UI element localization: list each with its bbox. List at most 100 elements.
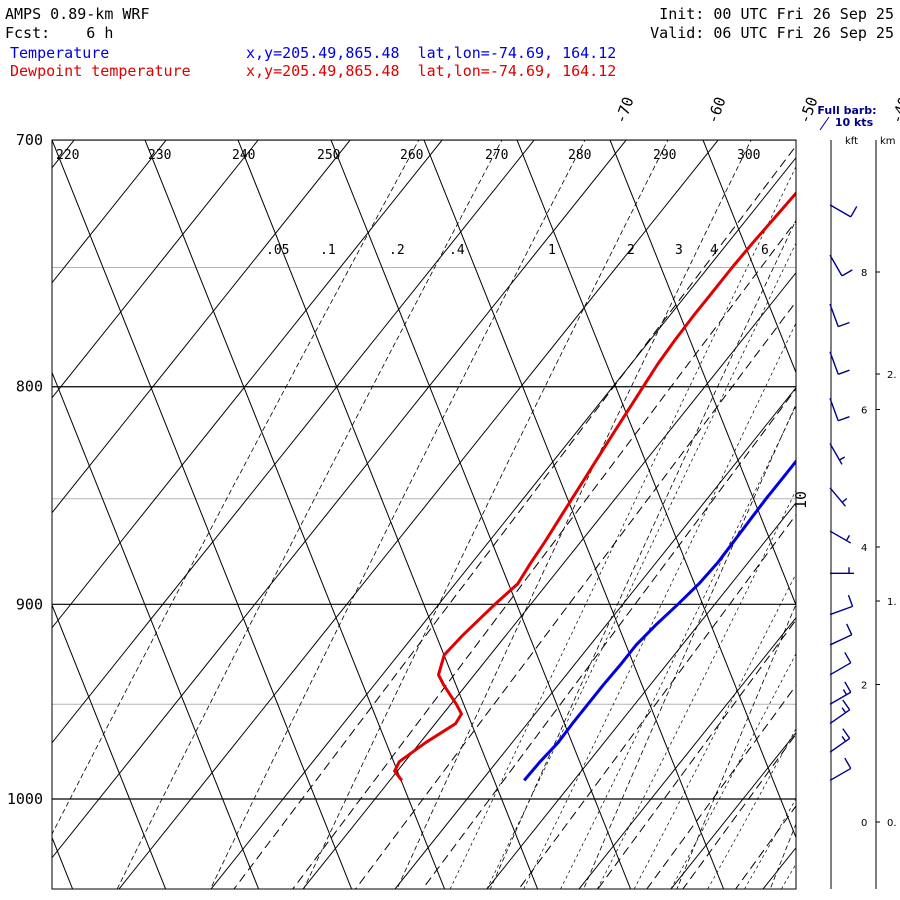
moist-adiabat — [744, 797, 796, 889]
barb-key-barb — [819, 116, 830, 131]
height-kft-tick-label: 8 — [861, 268, 867, 279]
wind-barb-flag — [837, 369, 850, 375]
legend-temperature-xy: x,y=205.49,865.48 — [246, 44, 400, 62]
skew-reference-line — [516, 140, 796, 839]
dry-adiabat — [396, 140, 752, 889]
dry-adiabat — [303, 140, 669, 889]
wind-barb-flag — [837, 416, 850, 422]
moist-adiabat — [707, 727, 796, 889]
wind-barb-shaft — [829, 254, 843, 277]
skew-reference-line — [330, 140, 632, 889]
theta-label: 230 — [148, 148, 171, 163]
skew-reference-line — [52, 603, 167, 889]
legend-dewpoint-xy: x,y=205.49,865.48 — [246, 62, 400, 80]
theta-label: 270 — [485, 148, 508, 163]
wind-barb-shaft — [829, 443, 843, 465]
isotherm — [52, 140, 75, 169]
wind-barb-half-flag — [841, 707, 847, 714]
wind-barb-half-flag — [839, 456, 846, 461]
theta-label: 250 — [317, 148, 340, 163]
barb-key-title: Full barb: — [817, 104, 876, 117]
valid-label: Valid: — [650, 24, 705, 42]
wind-barb-shaft — [829, 634, 853, 646]
mixing-ratio-label: 1 — [548, 243, 556, 258]
height-km-tick-label: 2. — [887, 370, 897, 381]
wind-barb-shaft — [829, 397, 839, 422]
isotherm — [302, 271, 796, 889]
moist-adiabat — [596, 489, 796, 889]
isotherm — [52, 140, 167, 284]
skew-reference-line — [702, 140, 796, 374]
forecast-line: Fcst: 6 h — [5, 24, 113, 42]
isotherm — [486, 501, 796, 889]
mixing-ratio-label: .2 — [389, 243, 405, 258]
model-title: AMPS 0.89-km WRF — [5, 5, 150, 23]
legend-dewpoint-name: Dewpoint temperature — [10, 62, 191, 80]
valid-line: Valid: 06 UTC Fri 26 Sep 25 — [650, 24, 894, 42]
plot-frame — [51, 139, 797, 890]
dry-adiabat — [116, 140, 503, 889]
mixing-ratio-line — [597, 618, 796, 889]
dry-adiabat — [489, 219, 796, 889]
mixing-ratio-line — [354, 300, 796, 889]
legend-dewpoint-coords: x,y=205.49,865.48 lat,lon=-74.69, 164.12 — [246, 62, 616, 80]
mixing-ratio-label: 6 — [761, 243, 769, 258]
wind-barb-shaft — [829, 709, 851, 725]
moist-adiabat — [670, 652, 796, 889]
isotherm — [52, 140, 259, 399]
pressure-tick-label: 900 — [16, 595, 43, 613]
wind-barb-flag — [846, 623, 853, 636]
wind-barb-flag — [844, 757, 852, 769]
height-kft-label: kft — [845, 136, 858, 147]
valid-value: 06 UTC Fri 26 Sep 25 — [713, 24, 894, 42]
wind-barb-shaft — [829, 662, 852, 676]
wind-barb-shaft — [829, 605, 853, 616]
dry-adiabat — [52, 140, 420, 835]
mixing-ratio-line — [233, 145, 796, 889]
isotherm-label: -60 — [703, 94, 729, 126]
height-kft-tick-label: 6 — [861, 406, 867, 417]
wind-barb-shaft — [829, 767, 852, 782]
mixing-ratio-label: .05 — [266, 243, 289, 258]
pressure-tick-label: 700 — [16, 131, 43, 149]
mixing-ratio-label: 3 — [675, 243, 683, 258]
isotherm-label: -40 — [887, 94, 900, 126]
isotherm — [52, 140, 443, 629]
wind-barb-flag — [842, 699, 851, 711]
wind-barb-shaft — [829, 303, 839, 327]
moist-adiabat — [560, 405, 796, 889]
theta-label: 240 — [232, 148, 255, 163]
init-label: Init: — [659, 5, 705, 23]
wind-barb-flag — [842, 728, 851, 739]
pressure-tick-label: 800 — [16, 378, 43, 396]
wind-barb-half-flag — [842, 689, 848, 696]
isotherm — [578, 616, 796, 889]
fcst-label: Fcst: — [5, 24, 51, 42]
skew-reference-line — [52, 140, 353, 889]
mixing-ratio-label: .1 — [320, 243, 336, 258]
moist-adiabat — [780, 863, 796, 889]
mixing-ratio-line — [646, 684, 796, 889]
wind-barb-half-flag — [841, 497, 848, 503]
isotherm — [52, 140, 535, 744]
height-km-tick-label: 0. — [887, 818, 897, 829]
theta-label: 300 — [737, 148, 760, 163]
skew-reference-line — [795, 140, 796, 142]
skew-reference-line — [237, 140, 539, 889]
theta-label: 280 — [568, 148, 591, 163]
mixing-ratio-line — [734, 805, 796, 889]
wind-barb-flag — [850, 206, 858, 218]
dewpoint-line — [393, 190, 796, 782]
skew-reference-line — [609, 140, 796, 607]
wind-barb-shaft — [829, 691, 852, 705]
fcst-value: 6 h — [86, 24, 114, 42]
isotherm — [52, 140, 627, 859]
wind-barb-flag — [837, 321, 850, 328]
wind-barb-shaft — [829, 487, 846, 507]
isotherm-label: -70 — [611, 94, 637, 126]
legend-temperature-latlon: lat,lon=-74.69, 164.12 — [417, 44, 617, 62]
legend-dewpoint-latlon: lat,lon=-74.69, 164.12 — [417, 62, 617, 80]
legend-temperature-name: Temperature — [10, 44, 110, 62]
isotherm — [394, 386, 796, 889]
